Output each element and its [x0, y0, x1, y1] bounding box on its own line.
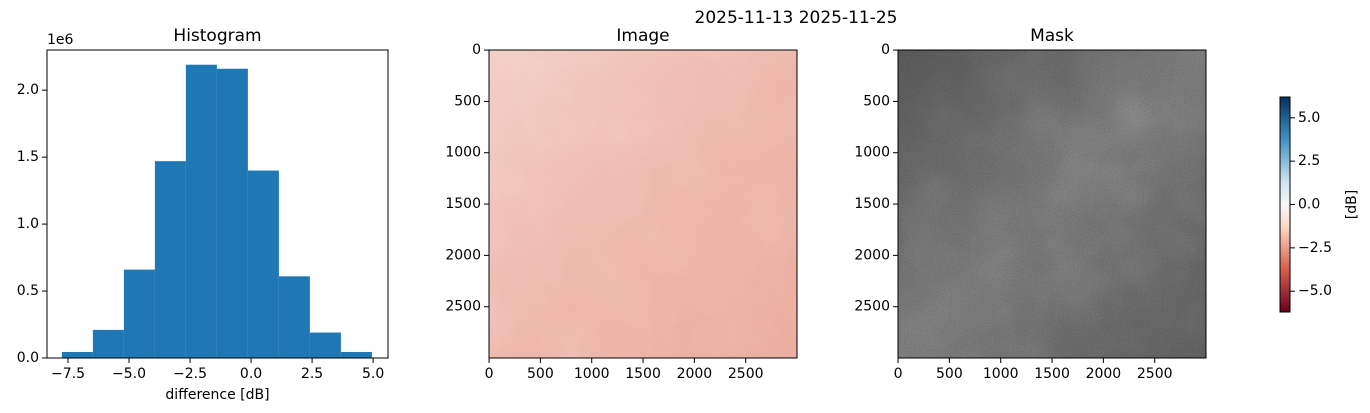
x-tick-label: 5.0 [362, 366, 384, 382]
y-tick-label: 0.5 [17, 283, 39, 299]
y-tick-label: 1500 [854, 196, 890, 212]
colorbar-label: [dB] [1344, 190, 1360, 219]
axes-frame [46, 49, 389, 359]
y-tick-label: 2.0 [17, 82, 39, 98]
colorbar-tick-label: 5.0 [1298, 110, 1320, 126]
y-tick-label: 2000 [854, 247, 890, 263]
y-tick-label: 1.5 [17, 149, 39, 165]
x-tick-label: 1500 [1034, 366, 1070, 382]
bar [216, 68, 248, 358]
x-tick-label: 2500 [728, 366, 764, 382]
x-tick-label: 2000 [677, 366, 713, 382]
image-noise [489, 50, 797, 358]
y-tick-label: 2500 [445, 299, 481, 315]
bar [340, 351, 372, 358]
y-tick-label: 2000 [445, 247, 481, 263]
x-tick-label: 500 [527, 366, 554, 382]
y-tick-label: 1000 [445, 145, 481, 161]
y-tick-label: 1500 [445, 196, 481, 212]
y-tick-label: 0.0 [17, 350, 39, 366]
y-tick-label: 0 [881, 42, 890, 58]
colorbar [1279, 96, 1291, 313]
bar [278, 276, 310, 358]
image-noise [898, 50, 1206, 358]
colorbar-tick-label: 0.0 [1298, 197, 1320, 213]
figure-title: 2025-11-13 2025-11-25 [695, 8, 898, 28]
x-tick-label: −7.5 [51, 366, 85, 382]
axes-title: Mask [1030, 26, 1074, 46]
x-tick-label: 1000 [983, 366, 1019, 382]
bar [92, 329, 124, 358]
colorbar-tick-label: 2.5 [1298, 153, 1320, 169]
x-tick-label: 0 [894, 366, 903, 382]
y-tick-label: 0 [472, 42, 481, 58]
axes-title: Image [616, 26, 669, 46]
x-tick-label: 2000 [1086, 366, 1122, 382]
x-tick-label: 500 [936, 366, 963, 382]
x-axis-label: difference [dB] [165, 387, 269, 403]
x-tick-label: 1000 [574, 366, 610, 382]
colorbar-tick-label: −2.5 [1298, 240, 1332, 256]
bar [185, 64, 217, 358]
bar [154, 161, 186, 358]
colorbar-tick-label: −5.0 [1298, 283, 1332, 299]
x-tick-label: −2.5 [173, 366, 207, 382]
image [898, 50, 1206, 358]
x-tick-label: 0 [485, 366, 494, 382]
bar [247, 170, 279, 358]
bar [123, 269, 155, 358]
x-tick-label: 2500 [1137, 366, 1173, 382]
y-tick-label: 500 [454, 93, 481, 109]
bar [309, 332, 341, 358]
y-tick-label: 500 [863, 93, 890, 109]
y-tick-label: 1.0 [17, 216, 39, 232]
offset-text: 1e6 [47, 32, 74, 48]
bar [61, 351, 93, 358]
x-tick-label: 1500 [625, 366, 661, 382]
axes-title: Histogram [173, 26, 261, 46]
y-tick-label: 2500 [854, 299, 890, 315]
image [489, 50, 797, 358]
y-tick-label: 1000 [854, 145, 890, 161]
x-tick-label: 2.5 [301, 366, 323, 382]
x-tick-label: 0.0 [240, 366, 262, 382]
x-tick-label: −5.0 [112, 366, 146, 382]
